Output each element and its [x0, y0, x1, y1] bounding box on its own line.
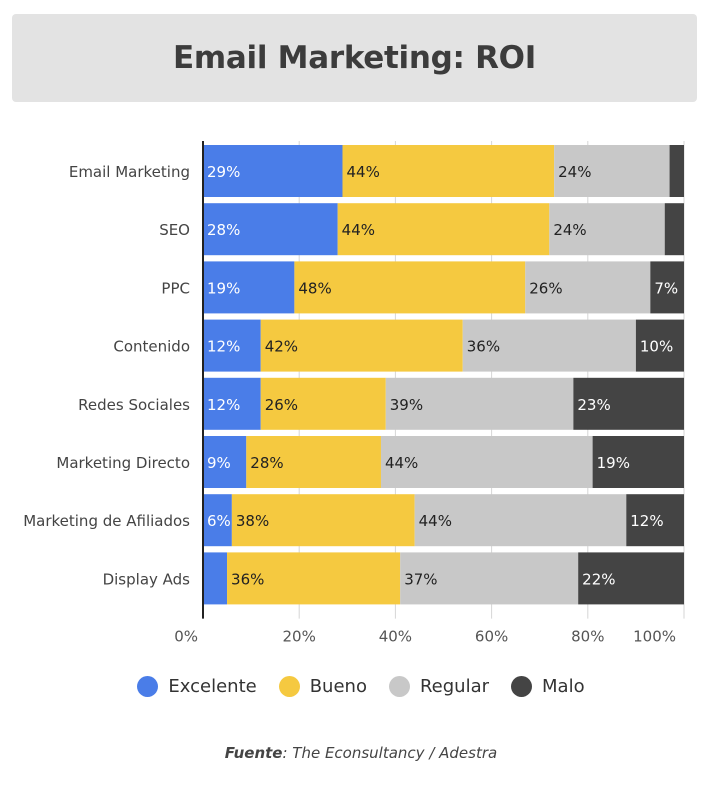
- category-label: Marketing Directo: [56, 454, 190, 472]
- category-label: Redes Sociales: [78, 396, 190, 414]
- data-label: 26%: [529, 279, 562, 297]
- legend-item-regular: Regular: [388, 676, 490, 697]
- bar-segment-excelente: [203, 436, 247, 488]
- source-text: : The Econsultancy / Adestra: [282, 744, 498, 762]
- bar-segment-excelente: [203, 494, 232, 547]
- data-label: 28%: [207, 221, 240, 239]
- x-tick-label: 100%: [633, 628, 676, 646]
- x-tick-label: 60%: [475, 628, 508, 646]
- data-label: 28%: [250, 454, 283, 472]
- bar-segment-bueno: [260, 319, 463, 372]
- bar-segment-malo: [635, 319, 684, 372]
- bar-segment-excelente: [203, 552, 228, 605]
- source-note: Fuente: The Econsultancy / Adestra: [0, 744, 722, 762]
- data-label: 19%: [597, 454, 630, 472]
- data-label: 6%: [207, 512, 231, 530]
- bar-segment-malo: [626, 494, 684, 547]
- data-label: 44%: [342, 221, 375, 239]
- data-label: 24%: [553, 221, 586, 239]
- data-label: 26%: [265, 396, 298, 414]
- data-label: 23%: [577, 396, 610, 414]
- bar-segment-excelente: [203, 203, 338, 256]
- bar-segment-excelente: [203, 377, 261, 430]
- x-tick-label: 20%: [283, 628, 316, 646]
- bar-segment-malo: [578, 552, 684, 605]
- bar-segment-regular: [400, 552, 579, 605]
- data-label: 42%: [265, 338, 298, 356]
- data-label: 10%: [640, 338, 673, 356]
- data-label: 7%: [654, 279, 678, 297]
- legend-label: Regular: [419, 676, 490, 697]
- bar-segment-bueno: [227, 552, 401, 605]
- chart-title: Email Marketing: ROI: [173, 40, 536, 76]
- data-label: 36%: [231, 570, 264, 588]
- legend-swatch: [278, 676, 300, 697]
- category-label: Marketing de Afiliados: [23, 512, 190, 530]
- bar-segment-bueno: [337, 203, 550, 256]
- data-label: 29%: [207, 163, 240, 181]
- bar-segment-bueno: [342, 145, 555, 197]
- data-label: 24%: [558, 163, 591, 181]
- data-label: 19%: [207, 279, 240, 297]
- data-label: 44%: [346, 163, 379, 181]
- bar-segment-regular: [414, 494, 627, 547]
- legend-item-bueno: Bueno: [278, 676, 367, 697]
- category-label: Contenido: [113, 338, 190, 356]
- bar-segment-excelente: [203, 261, 295, 314]
- data-label: 44%: [385, 454, 418, 472]
- data-label: 37%: [404, 570, 437, 588]
- legend-label: Excelente: [168, 676, 257, 697]
- data-label: 36%: [467, 338, 500, 356]
- data-label: 12%: [207, 396, 240, 414]
- bar-segment-malo: [573, 377, 684, 430]
- legend-label: Malo: [542, 676, 585, 697]
- data-label: 9%: [207, 454, 231, 472]
- data-label: 12%: [207, 338, 240, 356]
- bar-segment-excelente: [203, 145, 343, 197]
- bar-segment-regular: [549, 203, 665, 256]
- bar-segment-bueno: [231, 494, 415, 547]
- bar-segment-malo: [650, 261, 684, 314]
- legend-label: Bueno: [309, 676, 367, 697]
- legend-item-excelente: Excelente: [137, 676, 257, 697]
- bar-segment-regular: [385, 377, 574, 430]
- bar-segment-regular: [462, 319, 636, 372]
- data-label: 12%: [630, 512, 663, 530]
- category-label: Display Ads: [103, 570, 191, 588]
- data-label: 22%: [582, 570, 615, 588]
- bar-segment-regular: [380, 436, 593, 488]
- bar-segment-bueno: [260, 377, 386, 430]
- legend: Excelente Bueno Regular Malo: [0, 676, 722, 697]
- x-tick-label: 40%: [379, 628, 412, 646]
- data-label: 38%: [236, 512, 269, 530]
- source-prefix: Fuente: [224, 744, 283, 762]
- bar-segment-bueno: [246, 436, 381, 488]
- bar-segment-excelente: [203, 319, 261, 372]
- legend-swatch: [137, 676, 159, 697]
- legend-swatch: [388, 676, 410, 697]
- category-label: PPC: [161, 279, 190, 297]
- bar-segment-regular: [554, 145, 670, 197]
- bar-segment-malo: [669, 145, 684, 197]
- bar-segment-regular: [525, 261, 651, 314]
- bar-segment-malo: [664, 203, 684, 256]
- legend-swatch: [511, 676, 533, 697]
- category-label: SEO: [159, 221, 190, 239]
- title-banner: Email Marketing: ROI: [12, 14, 697, 102]
- bar-segment-bueno: [294, 261, 526, 314]
- stacked-bar-chart: Email Marketing 29% 44% 24% SEO 28% 44% 24% PPC 1…: [23, 141, 685, 646]
- category-label: Email Marketing: [69, 163, 190, 181]
- bar-segment-malo: [592, 436, 684, 488]
- data-label: 39%: [390, 396, 423, 414]
- data-label: 44%: [419, 512, 452, 530]
- legend-item-malo: Malo: [511, 676, 585, 697]
- data-label: 48%: [298, 279, 331, 297]
- x-tick-label: 80%: [571, 628, 604, 646]
- x-tick-label: 0%: [174, 628, 198, 646]
